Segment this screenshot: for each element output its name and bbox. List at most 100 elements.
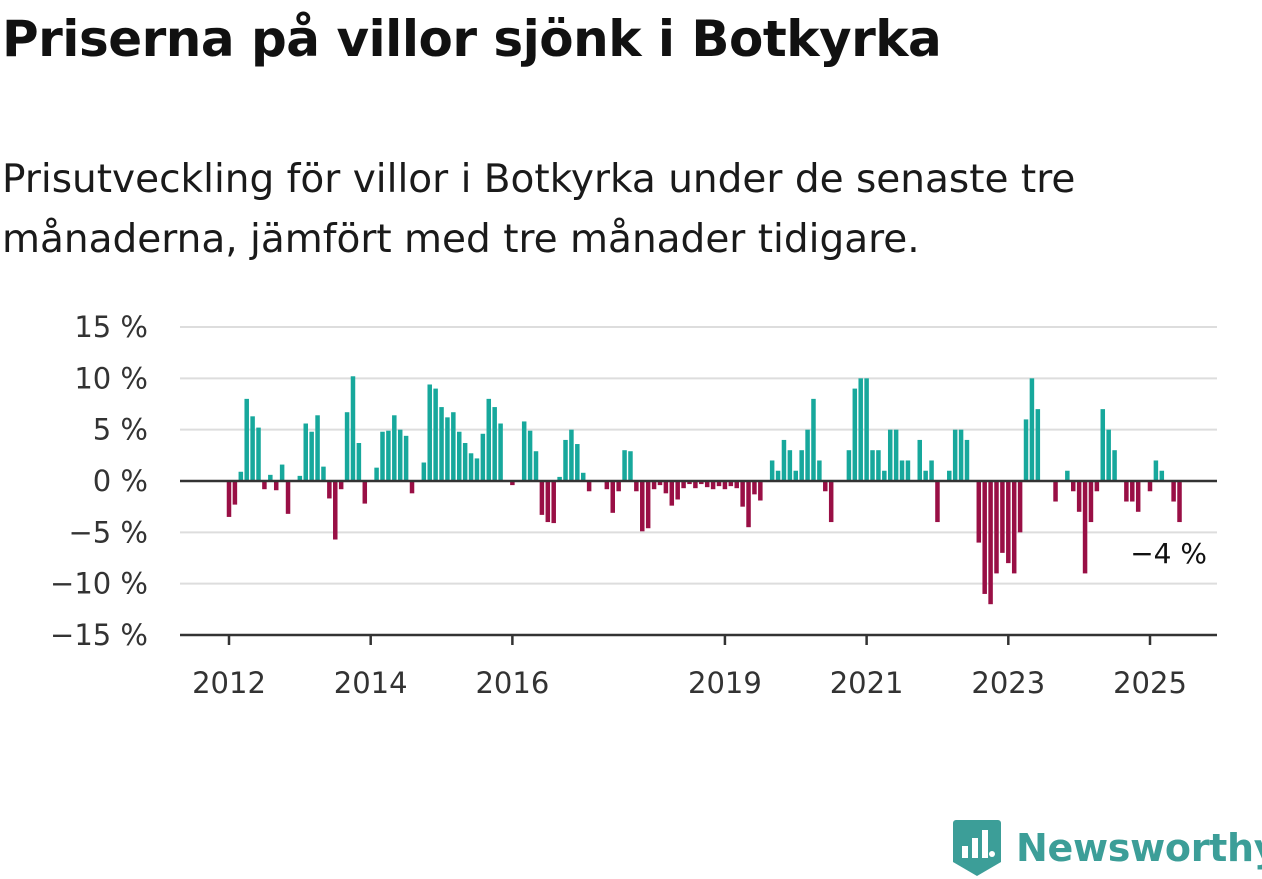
bar: [882, 470, 887, 481]
bar: [457, 431, 462, 481]
bar-series: [226, 376, 1182, 605]
bar: [468, 453, 474, 481]
bar: [232, 481, 238, 505]
annotation-layer: −4 %: [1130, 537, 1207, 570]
bar: [899, 460, 905, 481]
bar: [498, 423, 503, 481]
y-tick-label: −15 %: [50, 618, 148, 652]
bar: [1147, 481, 1153, 492]
x-axis-ticks: 2012 2014 2016 2019 2021 2023 2025: [192, 635, 1187, 700]
x-tick-label: 2019: [688, 666, 762, 700]
bar: [952, 429, 958, 481]
bar: [645, 481, 651, 529]
bar: [746, 481, 751, 528]
bar: [380, 431, 385, 481]
bar: [1124, 481, 1129, 502]
bar: [669, 481, 675, 506]
bar: [1035, 409, 1041, 481]
bar: [864, 378, 869, 481]
bar: [793, 470, 799, 481]
bar: [1112, 450, 1117, 481]
bar: [1159, 470, 1165, 481]
bar: [976, 481, 982, 543]
bar: [811, 398, 816, 481]
bar: [1130, 481, 1135, 502]
bar: [675, 481, 680, 500]
x-tick-label: 2021: [830, 666, 904, 700]
axes: [180, 479, 1217, 637]
bar: [533, 451, 539, 481]
bar: [569, 429, 574, 481]
bar: [640, 481, 645, 532]
bar: [350, 376, 356, 481]
bar: [433, 388, 438, 481]
bar: [262, 481, 267, 490]
bar: [604, 481, 610, 490]
bar: [699, 481, 704, 485]
bar: [769, 460, 775, 481]
bar: [226, 481, 232, 517]
bar: [386, 430, 391, 481]
bar: [616, 481, 621, 492]
bar: [575, 444, 580, 481]
bar: [964, 439, 970, 481]
chart-subtitle: Prisutveckling för villor i Botkyrka und…: [2, 157, 1076, 262]
bar: [356, 443, 362, 481]
bar: [238, 471, 244, 481]
newsworthy-chart-badge-icon: [953, 820, 1001, 876]
bar: [787, 450, 793, 481]
bar: [799, 450, 804, 481]
chart-title: Priserna på villor sjönk i Botkyrka: [2, 10, 942, 68]
bar: [362, 481, 368, 504]
bar: [462, 443, 468, 481]
x-tick-label: 2014: [334, 666, 408, 700]
bar: [687, 481, 692, 485]
bar: [333, 481, 338, 540]
bar: [1171, 481, 1176, 502]
bar: [409, 481, 415, 494]
bar: [474, 458, 480, 481]
y-tick-label: 10 %: [74, 361, 148, 395]
bar: [876, 450, 881, 481]
bar: [958, 429, 964, 481]
bar: [628, 451, 633, 481]
bar: [338, 481, 344, 490]
bar: [917, 439, 922, 481]
bar: [273, 481, 279, 491]
bar: [1017, 481, 1023, 533]
bar: [657, 481, 663, 486]
bar: [1053, 481, 1058, 502]
bar: [923, 470, 928, 481]
bar: [728, 481, 734, 487]
bar: [947, 470, 952, 481]
bar: [1065, 470, 1070, 481]
bar: [303, 423, 308, 481]
bar: [935, 481, 940, 523]
y-tick-label: −10 %: [50, 567, 148, 601]
bar: [752, 481, 757, 495]
bar: [988, 481, 993, 605]
bar: [693, 481, 698, 489]
bar: [929, 460, 934, 481]
bar: [392, 415, 397, 481]
y-tick-label: 15 %: [74, 310, 148, 344]
bar: [445, 417, 450, 481]
bar: [982, 481, 987, 594]
bar: [817, 460, 822, 481]
bar: [1088, 481, 1094, 523]
bar: [734, 481, 739, 489]
bar: [681, 481, 686, 489]
bar: [309, 431, 314, 481]
bar: [403, 435, 409, 481]
bar: [563, 439, 568, 481]
bar: [327, 481, 332, 499]
bar: [663, 481, 669, 494]
bar: [1071, 481, 1076, 492]
bar: [421, 462, 427, 481]
bar: [704, 481, 710, 488]
bar: [870, 450, 875, 481]
bar: [651, 481, 657, 490]
bar: [887, 429, 893, 481]
bar: [439, 407, 444, 481]
bar: [852, 388, 858, 481]
